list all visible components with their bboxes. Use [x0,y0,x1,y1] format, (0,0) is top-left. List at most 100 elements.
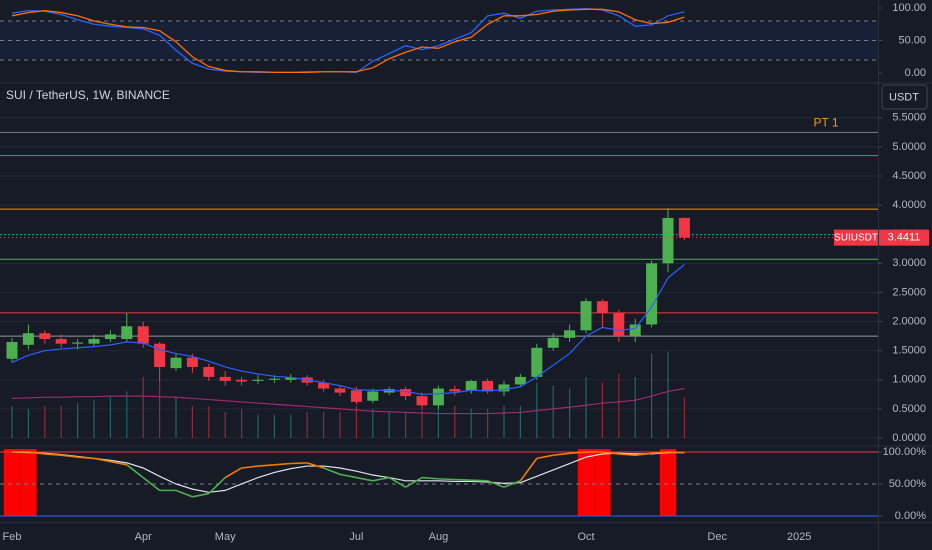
chart-title: SUI / TetherUS, 1W, BINANCE [6,88,170,102]
price-label: 3.4411 [888,232,921,244]
series-segment [241,465,259,469]
candle-body [203,366,215,377]
candle-body [596,301,608,313]
candle-body [613,312,625,337]
volume-bar [470,408,472,439]
candle-body [104,334,116,340]
candle-body [629,324,641,337]
series-segment [290,462,308,465]
series-segment [438,478,455,481]
series-line [11,387,685,415]
x-tick-label: Feb [3,531,22,543]
candle-body [170,357,182,369]
level-label: PT 1 [813,115,838,129]
series-segment [487,480,505,488]
candle-body [88,339,100,344]
x-tick-label: 2025 [787,531,811,543]
series-segment [93,457,111,463]
series-segment [503,480,521,488]
highlight-column [659,449,677,516]
candle-body [252,379,264,381]
volume-bar [175,397,177,439]
volume-bar [257,414,259,439]
candle-body [22,333,34,345]
series-segment [339,473,357,479]
candle-body [121,326,133,340]
volume-bar [437,397,439,439]
series-segment [356,476,373,482]
x-tick-label: Dec [707,531,727,543]
series-segment [274,462,291,466]
candle-body [55,339,67,344]
series-segment [388,476,407,488]
candle-body [646,263,658,325]
series-segment [405,476,423,488]
x-tick-label: Oct [577,531,594,543]
volume-bar [634,376,636,439]
volume-bar [241,408,243,439]
candle-body [285,377,297,380]
volume-bar [109,397,111,439]
y-tick-label: 3.0000 [892,257,926,269]
candle-body [72,342,84,344]
currency-box[interactable] [881,84,928,110]
candle-body [39,333,51,340]
volume-bar [355,405,357,439]
volume-bar [552,385,554,439]
candle-body [334,388,346,393]
series-segment [454,478,472,481]
series-segment [519,457,538,482]
candle-body [350,390,362,402]
y-tick-label: 50.00% [889,478,927,490]
volume-bar [208,405,210,439]
candle-body [154,343,166,367]
series-segment [421,476,439,480]
candle-body [236,379,248,382]
volume-bar [569,388,571,439]
series-line [11,451,685,493]
candle-body [531,347,543,377]
series-line [11,8,685,74]
candle-body [367,391,379,401]
symbol-label: SUIUSDT [834,232,878,243]
candle-body [547,337,559,348]
series-segment [110,460,127,466]
volume-bar [421,408,423,439]
volume-bar [519,405,521,439]
series-segment [257,463,275,467]
volume-bar [454,405,456,439]
y-tick-label: 5.5000 [892,112,926,124]
series-segment [28,451,45,455]
volume-bar [601,382,603,439]
volume-bar [683,397,685,439]
y-tick-label: 1.0000 [892,374,926,386]
highlight-column [594,449,611,516]
y-tick-label: 0.00% [895,510,926,522]
series-segment [618,453,636,456]
volume-bar [667,351,669,439]
series-segment [471,479,488,482]
currency[interactable]: USDT [889,91,919,103]
volume-bar [306,411,308,439]
candle-body [186,357,198,367]
price-box [879,229,929,246]
series-segment [61,454,78,458]
volume-bar [323,411,325,439]
volume-bar [405,411,407,439]
volume-bar [487,408,489,439]
series-segment [142,476,161,492]
series-line [11,264,685,395]
x-tick-label: May [215,531,236,543]
series-segment [323,467,341,476]
candle-body [400,389,412,397]
highlight-column [577,449,595,516]
series-segment [569,451,587,455]
y-tick-label: 0.5000 [892,403,926,415]
volume-bar [290,414,292,439]
series-segment [77,456,95,460]
candle-body [580,301,592,331]
candle-body [465,380,477,391]
volume-bar [503,405,505,439]
candle-body [514,376,526,385]
y-tick-label: 4.0000 [892,199,926,211]
